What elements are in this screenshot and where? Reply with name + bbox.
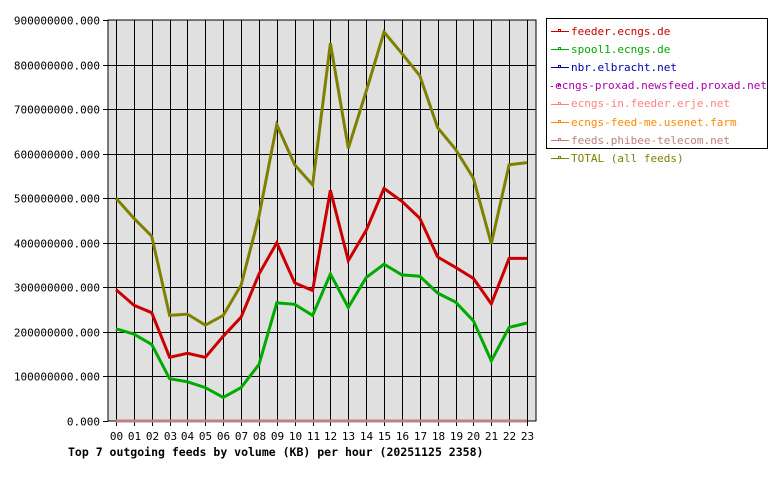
x-tick-label: 17 [414, 430, 427, 443]
chart-title: Top 7 outgoing feeds by volume (KB) per … [68, 445, 483, 459]
legend-line-marker-icon [551, 153, 569, 163]
x-tick-label: 06 [217, 430, 230, 443]
legend-line-marker-icon [551, 135, 569, 145]
x-tick-label: 10 [289, 430, 302, 443]
x-tick-label: 08 [253, 430, 266, 443]
x-tick-label: 23 [521, 430, 534, 443]
x-tick-label: 15 [378, 430, 391, 443]
x-tick-label: 09 [271, 430, 284, 443]
x-tick-label: 22 [503, 430, 516, 443]
legend-line-marker-icon [551, 44, 569, 54]
series-line-total-all-feeds- [114, 28, 528, 327]
x-tick-label: 11 [307, 430, 320, 443]
legend-line-marker-icon [551, 81, 561, 91]
legend-line-marker-icon [551, 26, 569, 36]
legend-label: ecngs-in.feeder.erje.net [571, 97, 730, 111]
legend-line-marker-icon [551, 62, 569, 72]
legend-item: nbr.elbracht.net [551, 58, 767, 76]
legend-item: ecngs-proxad.newsfeed.proxad.net [551, 77, 767, 95]
x-tick-label: 21 [485, 430, 498, 443]
x-tick-label: 13 [342, 430, 355, 443]
x-tick-label: 04 [181, 430, 195, 443]
legend-label: TOTAL (all feeds) [571, 151, 684, 165]
x-tick-label: 14 [360, 430, 374, 443]
legend-label: feeder.ecngs.de [571, 24, 671, 38]
x-tick-label: 19 [450, 430, 463, 443]
legend-label: ecngs-feed-me.usenet.farm [571, 115, 737, 129]
y-tick-label: 0.000 [67, 416, 100, 429]
x-tick-label: 18 [432, 430, 445, 443]
y-tick-label: 900000000.000 [14, 15, 100, 28]
y-tick-label: 600000000.000 [14, 149, 100, 162]
legend-label: nbr.elbracht.net [571, 60, 677, 74]
y-tick-label: 400000000.000 [14, 238, 100, 251]
y-tick-label: 500000000.000 [14, 193, 100, 206]
legend-label: ecngs-proxad.newsfeed.proxad.net [555, 79, 767, 93]
legend-item: spool1.ecngs.de [551, 40, 767, 58]
plot-background [107, 19, 537, 422]
legend-item: feeds.phibee-telecom.net [551, 131, 767, 149]
x-tick-label: 16 [396, 430, 409, 443]
legend-item: ecngs-feed-me.usenet.farm [551, 113, 767, 131]
x-tick-label: 12 [324, 430, 337, 443]
x-axis: 00 01 02 03 04 05 06 07 08 09 10 11 12 13 14 15 16 17 18 19… [110, 421, 534, 443]
x-tick-label: 00 [110, 430, 123, 443]
legend-line-marker-icon [551, 99, 569, 109]
y-tick-label: 100000000.000 [14, 371, 100, 384]
legend-line-marker-icon [551, 117, 569, 127]
legend: feeder.ecngs.de spool1.ecngs.de nbr.elbrac… [546, 18, 768, 165]
data-series [114, 28, 528, 423]
legend-item: ecngs-in.feeder.erje.net [551, 95, 767, 113]
y-tick-label: 800000000.000 [14, 60, 100, 73]
x-tick-label: 03 [164, 430, 177, 443]
y-tick-label: 300000000.000 [14, 282, 100, 295]
y-tick-label: 200000000.000 [14, 327, 100, 340]
x-tick-label: 05 [199, 430, 212, 443]
x-tick-label: 02 [146, 430, 159, 443]
y-tick-label: 700000000.000 [14, 104, 100, 117]
series-line-feeder-ecngs-de [115, 186, 527, 360]
x-tick-label: 20 [467, 430, 480, 443]
legend-item: TOTAL (all feeds) [551, 149, 767, 167]
y-axis: 0.000 100000000.000 200000000.000 300000000… [14, 15, 108, 429]
x-tick-label: 01 [128, 430, 141, 443]
legend-label: spool1.ecngs.de [571, 42, 671, 56]
legend-label: feeds.phibee-telecom.net [571, 133, 730, 147]
series-line-spool1-ecngs-de [115, 262, 528, 400]
legend-item: feeder.ecngs.de [551, 22, 767, 40]
x-tick-label: 07 [235, 430, 248, 443]
